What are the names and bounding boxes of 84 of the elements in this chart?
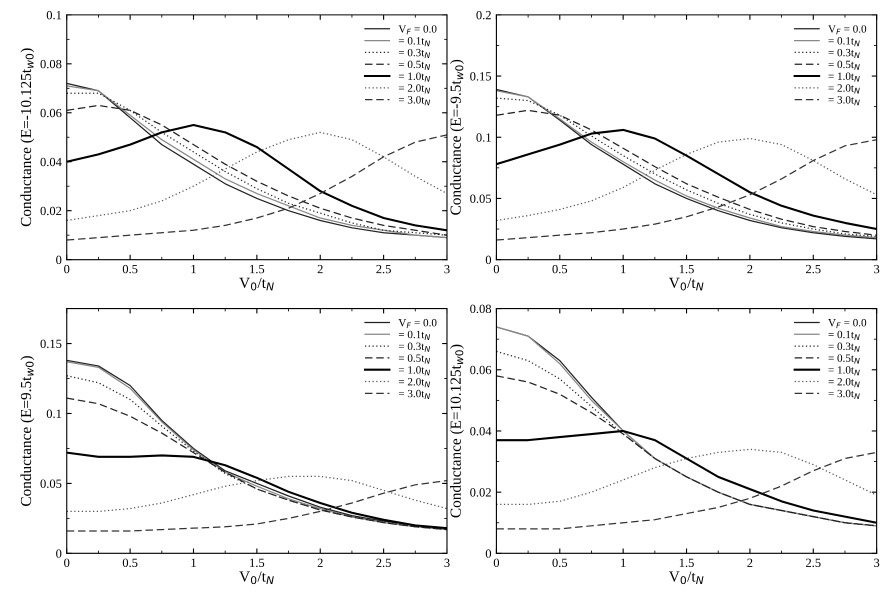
y-tick-label: 0.15 [470,72,492,81]
legend-label: = 0.5t$_{N}$ [828,354,860,364]
legend-label: = 1.0t$_{N}$ [398,366,430,376]
x-tick-label: 2.5 [376,558,391,568]
legend-label: = 0.5t$_{N}$ [828,60,860,70]
y-tick-label: 0.1 [476,133,491,142]
x-tick-label: 3 [444,558,450,568]
x-tick-label: 0 [494,264,500,274]
legend-label: = 0.3t$_{N}$ [398,48,430,58]
legend-label: = 0.3t$_{N}$ [398,342,430,352]
legend-label: = 0.3t$_{N}$ [828,48,860,58]
x-axis-title: V$_{0}$/t$_{N}$ [239,571,274,584]
legend-label: = 0.1t$_{N}$ [398,37,430,46]
x-axis-title: V$_{0}$/t$_{N}$ [239,278,274,290]
legend-label: = 1.0t$_{N}$ [828,72,860,82]
x-tick-label: 0 [64,264,70,274]
x-axis-title: V$_{0}$/t$_{N}$ [668,278,704,290]
x-tick-label: 0.5 [122,558,138,568]
x-tick-label: 1.5 [250,264,264,274]
x-tick-label: 1 [191,264,196,274]
y-tick-label: 0 [486,549,492,558]
y-tick-label: 0 [486,256,492,264]
y-tick-label: 0.1 [46,10,62,20]
x-tick-label: 0 [494,558,500,568]
legend-label: = 0.3t$_{N}$ [828,342,860,352]
y-tick-label: 0.06 [470,366,492,374]
legend-label: V$_{F}$ = 0.0 [398,318,437,328]
legend-label: = 0.1t$_{N}$ [828,37,860,46]
x-tick-label: 1 [191,558,196,567]
legend-label: = 2.0t$_{N}$ [398,84,430,94]
x-tick-label: 3 [874,264,880,274]
y-tick-label: 0.2 [476,10,491,20]
x-tick-label: 2 [318,558,323,567]
y-tick-label: 0.05 [40,479,62,488]
y-axis-title: Conductance (E=-9.5t$_{w0}$) [450,60,464,215]
y-axis-title: Conductance (E=-10.125t$_{w0}$) [20,48,34,226]
y-tick-label: 0.15 [40,340,62,348]
legend-label: = 3.0t$_{N}$ [398,390,430,399]
y-tick-label: 0.02 [40,206,62,216]
y-tick-label: 0.1 [46,410,62,418]
y-tick-label: 0.05 [470,194,492,203]
x-tick-label: 0 [64,558,70,568]
y-tick-label: 0.08 [470,304,492,314]
legend-label: = 1.0t$_{N}$ [828,366,860,376]
y-axis-title: Conductance (E=10.125t$_{w0}$) [450,344,464,518]
x-tick-label: 2 [318,264,323,274]
legend-label: = 3.0t$_{N}$ [398,96,430,106]
x-tick-label: 3 [874,558,880,568]
legend-label: = 0.5t$_{N}$ [398,354,430,364]
x-tick-label: 0.5 [552,264,568,274]
y-tick-label: 0 [56,256,62,264]
y-tick-label: 0 [56,549,62,558]
x-tick-label: 2.5 [806,264,821,274]
x-tick-label: 2 [747,558,752,567]
x-tick-label: 0.5 [122,264,138,274]
x-tick-label: 1 [621,558,626,567]
y-axis-title: Conductance (E=9.5t$_{w0}$) [20,356,34,506]
legend-label: V$_{F}$ = 0.0 [398,25,437,34]
legend-label: = 1.0t$_{N}$ [398,72,430,82]
x-axis-title: V$_{0}$/t$_{N}$ [668,571,704,584]
y-tick-label: 0.06 [40,108,62,118]
legend-label: = 2.0t$_{N}$ [828,378,860,388]
legend-label: = 0.1t$_{N}$ [828,330,860,340]
x-tick-label: 3 [444,264,450,274]
legend-label: = 0.1t$_{N}$ [398,330,430,340]
x-tick-label: 2.5 [376,264,391,274]
legend-label: = 0.5t$_{N}$ [398,60,430,70]
legend-label: = 2.0t$_{N}$ [398,378,430,388]
x-tick-label: 1.5 [680,264,694,274]
x-tick-label: 1 [621,264,626,274]
x-tick-label: 0.5 [552,558,568,568]
legend-label: = 2.0t$_{N}$ [828,84,860,94]
x-tick-label: 2.5 [806,558,821,568]
y-tick-label: 0.04 [40,158,62,166]
x-tick-label: 1.5 [680,558,694,568]
y-tick-label: 0.08 [40,60,62,68]
y-tick-label: 0.02 [470,488,491,497]
x-tick-label: 1.5 [250,558,264,568]
y-tick-label: 0.04 [470,426,492,436]
x-tick-label: 2 [747,264,752,274]
legend-label: V$_{F}$ = 0.0 [828,25,866,34]
legend-label: V$_{F}$ = 0.0 [828,318,866,328]
legend-label: = 3.0t$_{N}$ [828,96,860,106]
legend-label: = 3.0t$_{N}$ [828,390,860,399]
